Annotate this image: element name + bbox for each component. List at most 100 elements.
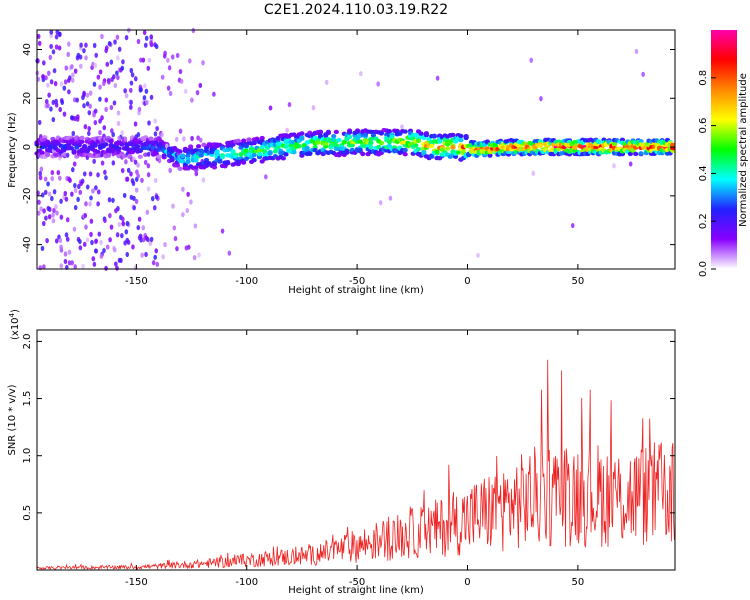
spectrogram-noise-cell bbox=[121, 59, 125, 65]
spectrogram-noise-cell bbox=[113, 39, 117, 45]
spectrogram-noise-cell bbox=[157, 157, 162, 164]
spectrogram-noise-cell bbox=[144, 251, 148, 258]
spectrogram-noise-cell bbox=[171, 203, 175, 209]
spectrogram-noise-cell bbox=[49, 106, 53, 112]
spectrogram-cell bbox=[225, 160, 231, 166]
spectrogram-noise-cell bbox=[147, 57, 152, 63]
spectrogram-noise-cell bbox=[64, 232, 69, 238]
colorbar-label: Normalized spectral amplitude bbox=[738, 73, 749, 227]
spectrogram-noise-cell bbox=[54, 44, 59, 50]
spectrogram-noise-cell bbox=[162, 53, 167, 59]
spectrogram-cell bbox=[450, 132, 456, 138]
spectrogram-noise-cell bbox=[58, 237, 63, 244]
colorbar-tick-label: 0.2 bbox=[698, 213, 709, 229]
spectrogram-noise-cell bbox=[120, 65, 125, 71]
spectrogram-cell bbox=[368, 140, 374, 146]
spectrogram-noise-cell bbox=[117, 221, 122, 227]
spectrogram-noise-cell bbox=[99, 239, 103, 246]
spectrogram-noise-cell bbox=[126, 239, 131, 245]
x-tick-label: -100 bbox=[235, 577, 258, 588]
spectrogram-noise-cell bbox=[49, 43, 53, 50]
spectrogram-noise-cell bbox=[154, 43, 159, 50]
spectrogram-noise-cell bbox=[46, 82, 50, 88]
spectrogram-cell bbox=[349, 143, 355, 148]
spectrogram-noise-cell bbox=[198, 137, 203, 143]
spectrogram-cell bbox=[259, 135, 265, 141]
spectrogram-noise-cell bbox=[54, 34, 59, 40]
spectrogram-cell bbox=[76, 142, 82, 148]
spectrogram-cell bbox=[241, 138, 247, 143]
spectrogram-noise-cell bbox=[73, 68, 78, 74]
spectrogram-noise-cell bbox=[49, 79, 54, 85]
spectrogram-noise-cell bbox=[153, 118, 157, 124]
spectrogram-noise-cell bbox=[84, 55, 88, 61]
spectrogram-cell bbox=[235, 138, 241, 144]
spectrogram-noise-cell bbox=[70, 191, 74, 197]
spectrogram-noise-cell bbox=[139, 57, 143, 63]
spectrogram-noise-cell bbox=[83, 212, 88, 219]
spectrogram-noise-cell bbox=[129, 67, 134, 74]
spectrogram-noise-cell bbox=[47, 214, 52, 220]
spectrogram-noise-cell bbox=[149, 94, 154, 100]
colorbar-tick-label: 0.6 bbox=[698, 118, 709, 134]
spectrogram-noise-cell bbox=[168, 167, 172, 173]
colorbar-ticks: 0.0 0.2 0.4 0.6 0.8 bbox=[698, 70, 716, 277]
spectrogram-cell bbox=[378, 131, 384, 136]
spectrogram-noise-cell bbox=[37, 40, 42, 46]
spectrogram-noise-cell bbox=[132, 205, 136, 211]
spectrogram-cell bbox=[307, 151, 313, 156]
spectrogram-noise-cell bbox=[109, 224, 114, 230]
spectrogram-noise-cell bbox=[146, 151, 151, 157]
spectrogram-noise-cell bbox=[94, 52, 99, 58]
spectrogram-noise-cell bbox=[170, 54, 175, 60]
spectrogram-noise-cell bbox=[115, 34, 120, 40]
spectrogram-noise-cell bbox=[92, 42, 97, 49]
spectrogram-noise-cell bbox=[65, 236, 70, 242]
spectrogram-cell bbox=[198, 153, 204, 158]
spectrogram-cell bbox=[267, 151, 273, 156]
spectrogram-noise-cell bbox=[46, 205, 51, 212]
x-tick-label: 0 bbox=[464, 276, 470, 287]
spectrogram-noise-cell bbox=[168, 90, 173, 97]
spectrogram-noise-cell bbox=[134, 187, 139, 193]
spectrogram-noise-cell bbox=[130, 72, 135, 78]
spectrogram-noise-cell bbox=[89, 231, 93, 237]
x-tick-label: -150 bbox=[125, 577, 148, 588]
spectrogram-noise-cell bbox=[154, 194, 159, 200]
spectrogram-noise-cell bbox=[150, 196, 155, 202]
spectrogram-noise-cell bbox=[87, 126, 91, 132]
spectrogram-noise-cell bbox=[117, 46, 122, 52]
spectrogram-noise-cell bbox=[529, 57, 534, 63]
spectrogram-noise-cell bbox=[36, 210, 41, 216]
spectrogram-noise-cell bbox=[59, 263, 64, 269]
spectrogram-noise-cell bbox=[96, 189, 101, 195]
spectrogram-noise-cell bbox=[116, 55, 120, 61]
spectrogram-cell bbox=[304, 145, 310, 151]
spectrogram-noise-cell bbox=[42, 60, 46, 66]
spectrogram-noise-cell bbox=[84, 42, 88, 48]
spectrogram-noise-cell bbox=[166, 85, 171, 91]
spectrogram-noise-cell bbox=[107, 79, 111, 85]
spectrogram-noise-cell bbox=[142, 95, 147, 101]
spectrogram-cell bbox=[188, 144, 194, 149]
snr-panel: -150 -100 -50 0 50 0.5 1.0 1.5 2.0 Height of st… bbox=[7, 309, 676, 596]
spectrogram-noise-cell bbox=[129, 171, 133, 177]
spectrogram-noise-cell bbox=[70, 77, 75, 83]
spectrogram-cell bbox=[169, 157, 175, 163]
spectrogram-cell bbox=[346, 130, 353, 135]
spectrogram-cell bbox=[402, 152, 408, 157]
spectrogram-cell bbox=[195, 144, 202, 149]
spectrogram-noise-cell bbox=[175, 246, 179, 252]
spectrogram-cell bbox=[148, 136, 154, 141]
spectrogram-noise-cell bbox=[149, 34, 154, 40]
spectrogram-noise-cell bbox=[189, 199, 193, 205]
spectrogram-noise-cell bbox=[201, 60, 205, 66]
spectrogram-cell bbox=[421, 150, 427, 155]
x-tick-label: 50 bbox=[571, 276, 584, 287]
spectrogram-noise-cell bbox=[93, 120, 98, 126]
spectrogram-noise-cell bbox=[72, 161, 77, 167]
spectrogram-noise-cell bbox=[97, 231, 102, 237]
spectrogram-noise-cell bbox=[96, 74, 101, 80]
spectrogram-noise-cell bbox=[125, 251, 130, 258]
spectrogram-cell bbox=[341, 140, 347, 145]
